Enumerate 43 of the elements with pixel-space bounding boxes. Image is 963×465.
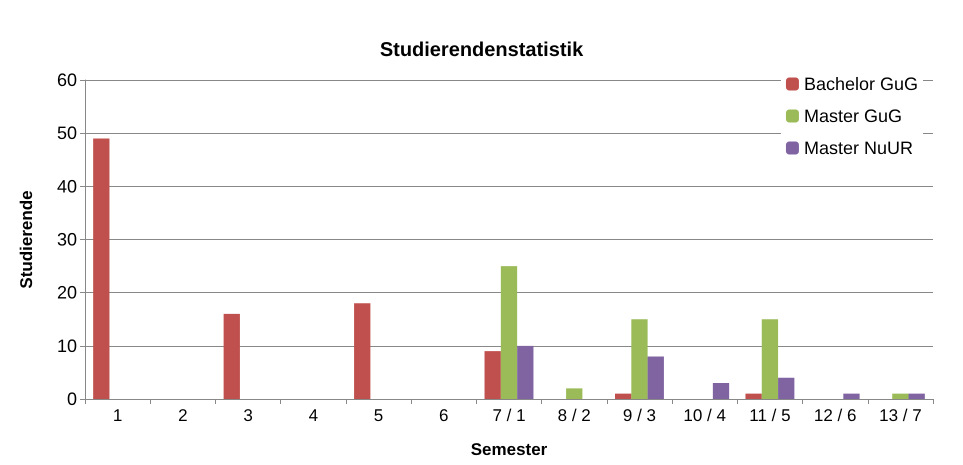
x-tick-label: 13 / 7 — [879, 406, 922, 425]
y-tick-label: 60 — [56, 70, 77, 90]
bar — [631, 319, 648, 399]
bar — [517, 346, 534, 399]
x-tick-label: 2 — [178, 406, 188, 425]
legend-label: Master GuG — [804, 106, 902, 126]
bar — [615, 394, 632, 399]
bar — [762, 319, 778, 399]
x-tick-label: 8 / 2 — [558, 406, 591, 425]
y-axis-title: Studierende — [17, 190, 36, 289]
y-tick-label: 10 — [56, 336, 77, 356]
bar — [500, 266, 518, 399]
bar — [712, 383, 730, 399]
x-tick-label: 7 / 1 — [492, 406, 526, 425]
x-tick-label: 9 / 3 — [622, 406, 656, 425]
legend-label: Bachelor GuG — [804, 74, 918, 94]
bar — [566, 388, 582, 399]
bar — [648, 356, 664, 399]
bar — [778, 378, 794, 399]
x-tick-label: 1 — [112, 406, 122, 425]
bar — [843, 394, 860, 399]
y-tick-label: 20 — [56, 282, 77, 303]
x-tick-label: 11 / 5 — [749, 406, 791, 425]
y-tick-label: 40 — [56, 176, 77, 196]
bar — [484, 351, 501, 399]
x-tick-label: 6 — [439, 406, 449, 425]
bar — [892, 394, 909, 399]
bar — [908, 394, 925, 399]
bar — [224, 314, 240, 399]
x-tick-label: 3 — [243, 406, 253, 425]
chart-title: Studierendenstatistik — [380, 39, 584, 61]
bar — [93, 138, 110, 399]
x-tick-label: 5 — [374, 406, 384, 425]
bar — [354, 303, 370, 399]
x-tick-label: 12 / 6 — [814, 406, 856, 425]
bar — [745, 394, 762, 399]
y-tick-label: 0 — [66, 389, 77, 409]
x-tick-label: 4 — [308, 406, 318, 425]
x-axis-title: Semester — [470, 440, 548, 459]
x-tick-label: 10 / 4 — [683, 406, 726, 425]
y-tick-label: 50 — [56, 123, 77, 144]
legend-label: Master NuUR — [804, 138, 913, 158]
y-tick-label: 30 — [56, 230, 77, 250]
